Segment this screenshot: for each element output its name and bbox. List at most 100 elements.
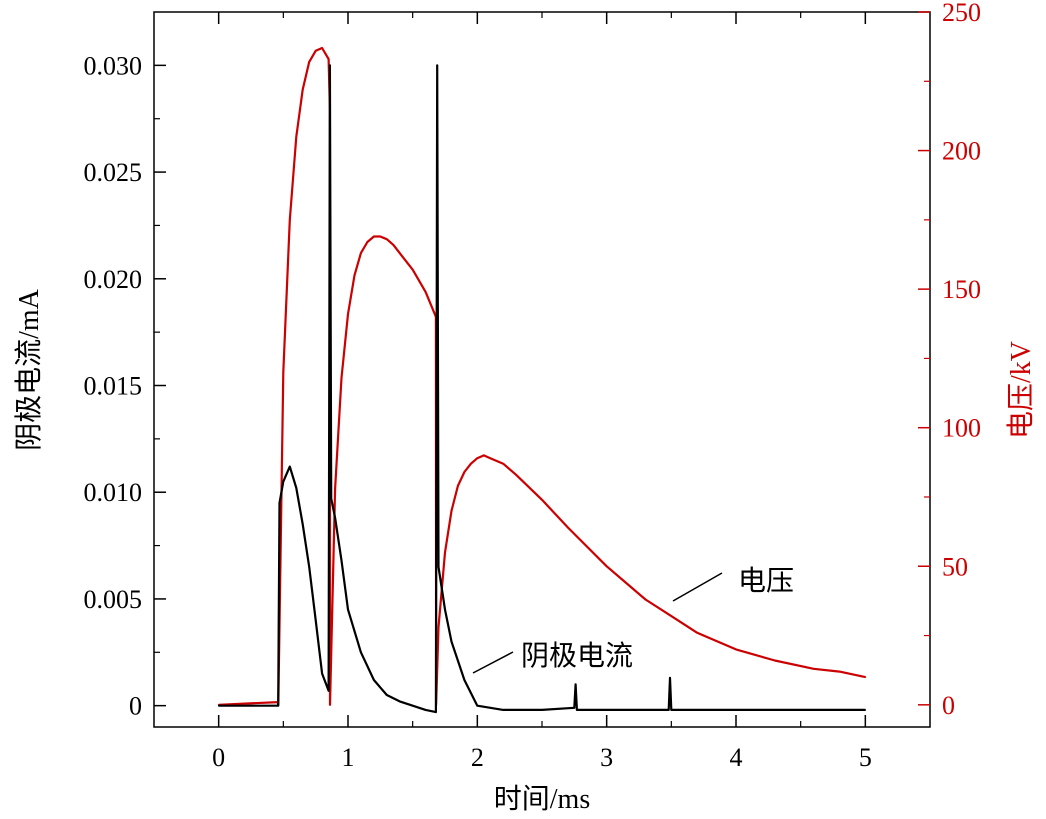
x-tick-label: 1: [342, 743, 355, 772]
voltage-data-point: [392, 244, 395, 246]
y-right-tick-label: 50: [942, 552, 968, 581]
axis-ticks: 0 1 2 3 4 500.0050.0100.0150.0200.0250.030050…: [84, 0, 982, 772]
y-right-tick-label: 0: [942, 691, 955, 720]
voltage-data-point: [696, 632, 698, 634]
current-data-point: [476, 704, 479, 707]
x-tick-label: 3: [600, 743, 613, 772]
current-data-point: [360, 651, 362, 654]
series-layer: [217, 46, 867, 714]
current-data-point: [314, 619, 317, 622]
voltage-data-point: [670, 615, 673, 617]
voltage-data-point: [398, 252, 401, 254]
voltage-data-point: [327, 58, 330, 60]
plot-frame: [153, 11, 931, 728]
y-left-tick-label: 0.025: [84, 158, 143, 187]
y-left-tick-label: 0: [129, 692, 142, 721]
current-data-point: [321, 672, 323, 675]
voltage-data-point: [437, 626, 440, 628]
current-data-point: [450, 640, 453, 643]
voltage-annotation: 电压: [738, 565, 794, 597]
current-data-point: [667, 709, 670, 711]
voltage-data-point: [329, 704, 331, 706]
current-data-point: [670, 709, 673, 711]
voltage-data-point: [838, 670, 841, 673]
y-left-tick-label: 0.010: [84, 478, 143, 507]
voltage-data-point: [489, 457, 492, 460]
current-data-point: [329, 64, 331, 67]
y-left-tick-label: 0.005: [84, 585, 143, 614]
current-data-point: [463, 679, 466, 681]
current-data-point: [605, 709, 608, 711]
voltage-annotation-leader: [672, 572, 723, 602]
voltage-data-point: [340, 377, 343, 379]
voltage-data-point: [424, 291, 427, 293]
voltage-data-point: [864, 676, 867, 678]
current-data-point: [573, 707, 576, 709]
voltage-data-point: [735, 648, 737, 651]
voltage-data-point: [289, 219, 291, 221]
current-data-point: [277, 704, 280, 707]
voltage-data-point: [379, 235, 382, 238]
voltage-data-point: [644, 598, 647, 601]
current-data-point: [295, 487, 298, 489]
voltage-data-point: [366, 241, 369, 243]
current-data-point: [334, 517, 336, 519]
y-left-tick-label: 0.015: [84, 372, 143, 401]
current-data-point: [735, 709, 737, 711]
current-data-point: [576, 709, 578, 711]
current-data-point: [709, 709, 711, 711]
current-data-point: [301, 523, 304, 525]
current-data-point: [799, 709, 802, 711]
current-annotation-leader: [472, 651, 514, 674]
current-data-point: [424, 709, 427, 711]
current-data-point: [289, 465, 291, 468]
current-data-point: [398, 700, 401, 703]
voltage-data-point: [463, 471, 466, 473]
voltage-data-point: [541, 499, 543, 501]
voltage-data-point: [567, 526, 569, 529]
current-data-point: [411, 704, 414, 707]
current-data-point: [278, 502, 281, 504]
voltage-data-point: [314, 50, 317, 52]
current-data-point: [217, 704, 220, 707]
x-tick-label: 2: [471, 743, 484, 772]
voltage-data-point: [502, 462, 505, 465]
current-data-point: [347, 608, 349, 611]
current-data-point: [308, 566, 311, 568]
voltage-data-point: [347, 313, 349, 315]
voltage-data-point: [411, 268, 414, 271]
voltage-data-point: [301, 88, 304, 91]
voltage-data-point: [483, 454, 485, 457]
y-left-tick-label: 0.020: [84, 265, 143, 294]
y-right-tick-label: 250: [942, 0, 981, 27]
current-data-point: [541, 709, 543, 711]
x-tick-label: 5: [859, 743, 872, 772]
voltage-data-point: [321, 47, 323, 49]
x-tick-label: 0: [212, 743, 225, 772]
current-data-point: [669, 677, 671, 679]
current-data-point: [386, 694, 388, 696]
x-axis-label: 时间/ms: [494, 783, 590, 815]
voltage-data-point: [308, 61, 311, 63]
current-series-line: [218, 64, 866, 714]
current-data-point: [435, 711, 437, 713]
current-data-point: [644, 709, 647, 711]
current-data-point: [444, 608, 446, 611]
current-data-point: [502, 709, 505, 711]
voltage-data-point: [812, 668, 815, 670]
current-data-point: [340, 559, 343, 562]
voltage-data-point: [373, 235, 375, 238]
voltage-series-line: [218, 46, 866, 706]
current-data-point: [282, 480, 285, 483]
voltage-data-point: [457, 485, 459, 487]
voltage-data-point: [386, 238, 388, 240]
voltage-data-point: [295, 135, 298, 138]
voltage-data-point: [450, 510, 453, 512]
current-annotation: 阴极电流: [521, 640, 633, 672]
voltage-data-point: [444, 551, 446, 554]
y-right-tick-label: 150: [942, 275, 981, 304]
current-data-point: [864, 709, 867, 711]
voltage-data-point: [774, 659, 776, 662]
voltage-data-point: [470, 462, 472, 465]
